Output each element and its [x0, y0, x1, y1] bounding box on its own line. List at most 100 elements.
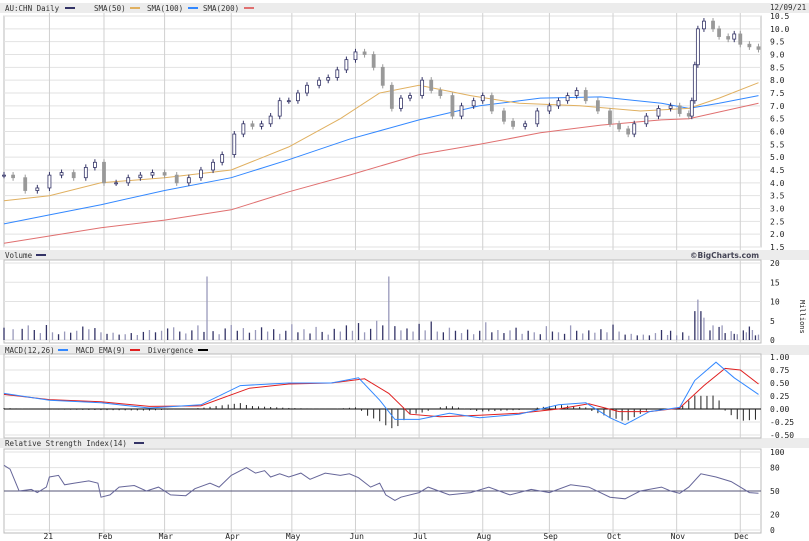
price-title: AU:CHN Daily — [5, 4, 60, 13]
candle-body — [220, 154, 225, 163]
candle-body — [711, 20, 715, 30]
macd-header-bar — [0, 345, 809, 355]
y-tick-label: 8.5 — [770, 63, 785, 72]
candle-body — [211, 161, 215, 171]
y-tick-label: 4.0 — [770, 179, 785, 188]
candle-body — [399, 97, 403, 109]
y-tick-label: 0.25 — [770, 392, 789, 401]
sma200-line — [3, 102, 759, 244]
volume-unit-label: Millions — [798, 300, 806, 334]
sma200-legend: SMA(200) — [203, 4, 239, 13]
candle-body — [695, 28, 700, 66]
candle-body — [371, 54, 376, 68]
y-tick-label: 4.5 — [770, 166, 785, 175]
candle-body — [608, 110, 612, 125]
candle-body — [702, 20, 706, 30]
y-tick-label: 50 — [770, 487, 780, 496]
candle-body — [232, 133, 237, 155]
candle-body — [268, 115, 273, 125]
macd-ema-swatch — [130, 349, 140, 351]
y-tick-label: 0.00 — [770, 405, 789, 414]
sma200-swatch — [244, 7, 254, 9]
y-tick-label: 80 — [770, 464, 780, 473]
rsi-header-bar — [0, 438, 809, 448]
y-tick-label: 5 — [770, 317, 775, 326]
candle-body — [286, 100, 291, 103]
candle-body — [35, 187, 40, 191]
candle-body — [677, 105, 682, 114]
candle-body — [344, 59, 349, 71]
candle-body — [632, 123, 637, 135]
x-tick-label: May — [286, 532, 301, 541]
x-tick-label: Aug — [477, 532, 492, 541]
y-tick-label: 20 — [770, 510, 780, 519]
candle-body — [199, 169, 203, 179]
price-legend-swatch — [65, 7, 75, 9]
x-tick-label: Nov — [671, 532, 686, 541]
rsi-title: Relative Strength Index(14) — [5, 439, 127, 448]
candle-body — [2, 174, 6, 177]
candle-body — [326, 77, 331, 81]
y-tick-label: 7.5 — [770, 89, 785, 98]
candle-body — [83, 167, 88, 179]
candle-body — [480, 95, 485, 102]
axis-labels: 10.5 10.0 9.5 9.0 8.5 8.0 7.5 7.0 6.5 6.0 5.5 5.0 4.… — [43, 12, 794, 541]
candle-body — [692, 64, 697, 102]
y-tick-label: 10.5 — [770, 12, 789, 21]
gridlines — [3, 13, 762, 534]
y-tick-label: 1.00 — [770, 353, 789, 362]
candle-body — [150, 172, 155, 176]
x-tick-label: Feb — [98, 532, 113, 541]
candle-body — [429, 79, 434, 91]
y-tick-label: 3.5 — [770, 192, 785, 201]
candle-body — [250, 123, 255, 127]
x-tick-label: Apr — [225, 532, 240, 541]
bigcharts-watermark: ©BigCharts.com — [690, 251, 759, 260]
candle-body — [459, 105, 464, 117]
candle-body — [644, 115, 649, 125]
candle-body — [241, 123, 246, 135]
y-tick-label: 5.5 — [770, 140, 785, 149]
candle-body — [126, 177, 131, 184]
candle-body — [102, 161, 106, 184]
candle-body — [408, 95, 412, 99]
y-tick-label: 15 — [770, 278, 780, 287]
candle-body — [174, 174, 179, 184]
y-tick-label: 10 — [770, 298, 780, 307]
volume-title: Volume — [5, 251, 33, 260]
y-tick-label: 0.75 — [770, 366, 789, 375]
x-tick-label: Jul — [413, 532, 428, 541]
x-tick-label: 21 — [43, 532, 53, 541]
candle-body — [502, 110, 506, 122]
volume-swatch — [36, 254, 46, 256]
macd-ema-legend: MACD EMA(9) — [76, 346, 126, 355]
candle-body — [186, 177, 191, 184]
macd-swatch — [58, 349, 68, 351]
candle-body — [362, 51, 367, 55]
y-tick-label: 8.0 — [770, 76, 785, 85]
candle-body — [626, 128, 631, 135]
macd-line — [3, 361, 759, 426]
candle-body — [717, 28, 721, 37]
macd-title: MACD(12,26) — [5, 346, 55, 355]
y-tick-label: -0.50 — [770, 431, 794, 440]
x-tick-label: Mar — [159, 532, 174, 541]
candle-body — [668, 105, 673, 109]
candle-body — [547, 105, 552, 112]
y-tick-label: 2.5 — [770, 217, 785, 226]
candle-body — [335, 69, 340, 79]
y-tick-label: 7.0 — [770, 102, 785, 111]
candle-body — [259, 123, 264, 127]
price-header-bar — [0, 3, 809, 13]
candle-body — [565, 95, 570, 102]
y-tick-label: 9.5 — [770, 38, 785, 47]
candle-body — [296, 92, 300, 102]
divergence-swatch — [198, 349, 208, 351]
x-tick-label: Jun — [349, 532, 364, 541]
candle-body — [71, 172, 76, 179]
candle-body — [511, 120, 515, 127]
y-tick-label: 0 — [770, 526, 775, 535]
y-tick-label: 20 — [770, 259, 780, 268]
